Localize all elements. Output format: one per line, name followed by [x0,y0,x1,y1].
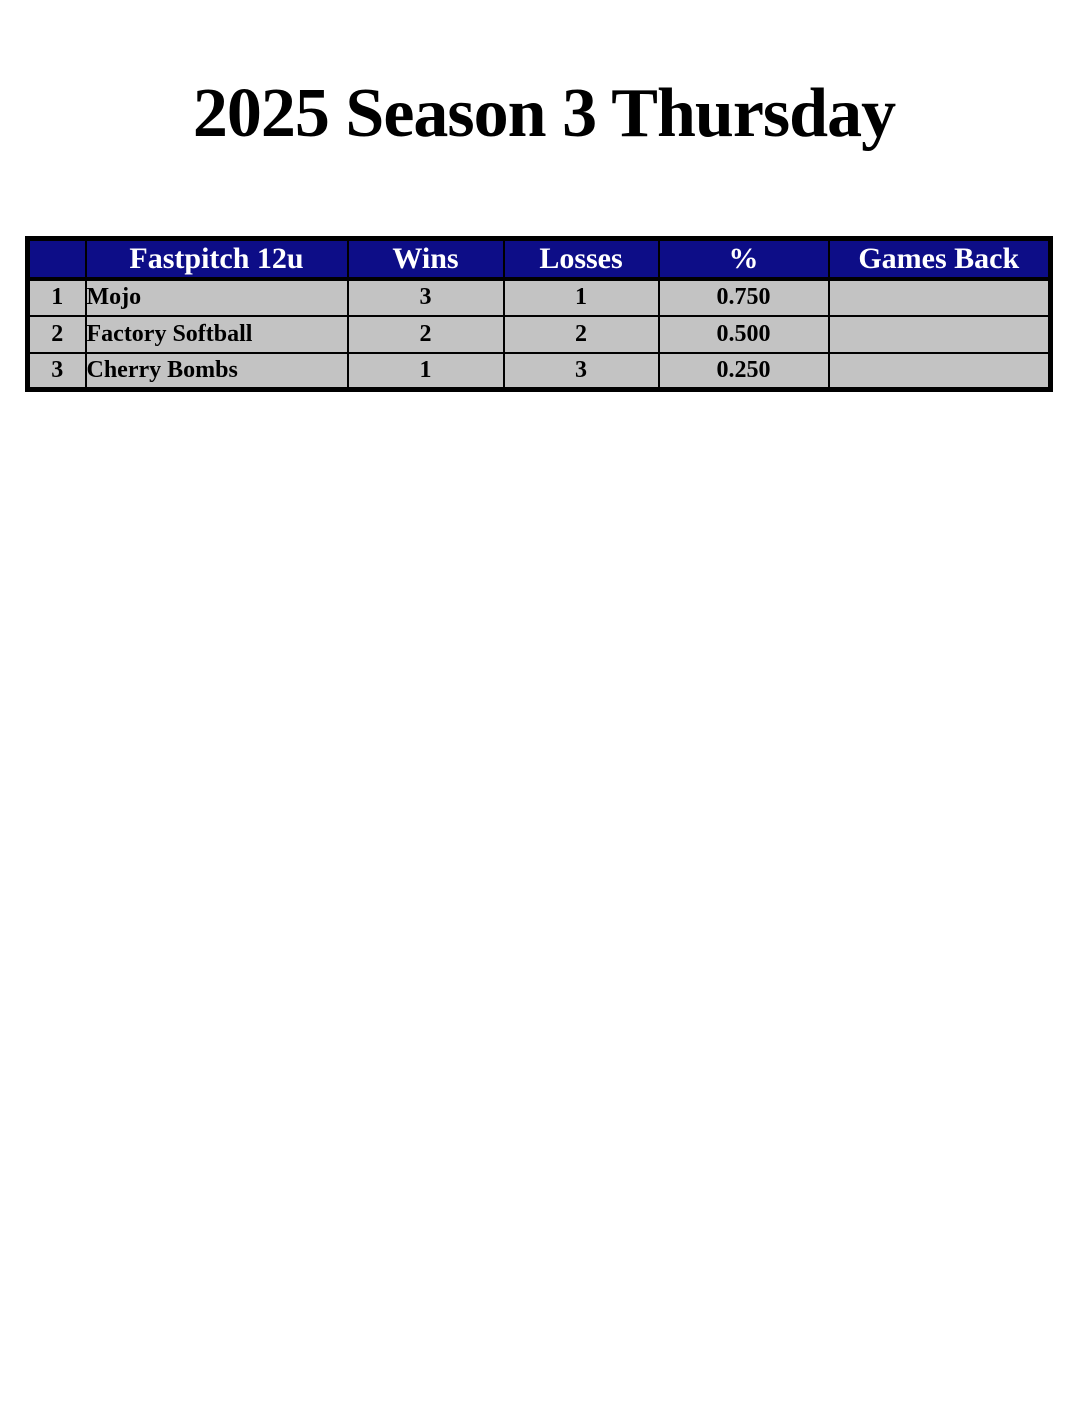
cell-games_back [827,351,1052,391]
column-header-rank [26,237,87,280]
column-header-losses: Losses [502,237,660,280]
cell-losses: 2 [502,314,660,354]
column-header-team: Fastpitch 12u [84,237,349,280]
cell-losses: 1 [502,277,660,317]
cell-team: Cherry Bombs [84,351,349,391]
cell-rank: 2 [26,314,87,354]
cell-losses: 3 [502,351,660,391]
header-row: Fastpitch 12u Wins Losses% Games Back [26,237,1052,280]
cell-wins: 1 [346,351,505,391]
column-header-pct: % [657,237,830,280]
cell-team: Mojo [84,277,349,317]
table-row: 1 Mojo 3 1 0.750 [26,277,1052,317]
cell-pct: 0.500 [657,314,830,354]
standings-table: Fastpitch 12u Wins Losses% Games Back 1 Mojo… [25,236,1053,392]
cell-wins: 2 [346,314,505,354]
cell-pct: 0.250 [657,351,830,391]
cell-rank: 1 [26,277,87,317]
column-header-games_back: Games Back [827,237,1052,280]
cell-games_back [827,277,1052,317]
cell-rank: 3 [26,351,87,391]
table-row: 3 Cherry Bombs 1 3 0.250 [26,351,1052,391]
cell-games_back [827,314,1052,354]
cell-team: Factory Softball [84,314,349,354]
standings-header: Fastpitch 12u Wins Losses% Games Back [26,237,1052,280]
column-header-wins: Wins [346,237,505,280]
cell-wins: 3 [346,277,505,317]
standings-body: 1 Mojo 3 1 0.750 2 Factory Softball 2 2 0.500 3 Che… [26,277,1052,391]
page-title: 2025 Season 3 Thursday [192,75,896,152]
cell-pct: 0.750 [657,277,830,317]
table-row: 2 Factory Softball 2 2 0.500 [26,314,1052,354]
